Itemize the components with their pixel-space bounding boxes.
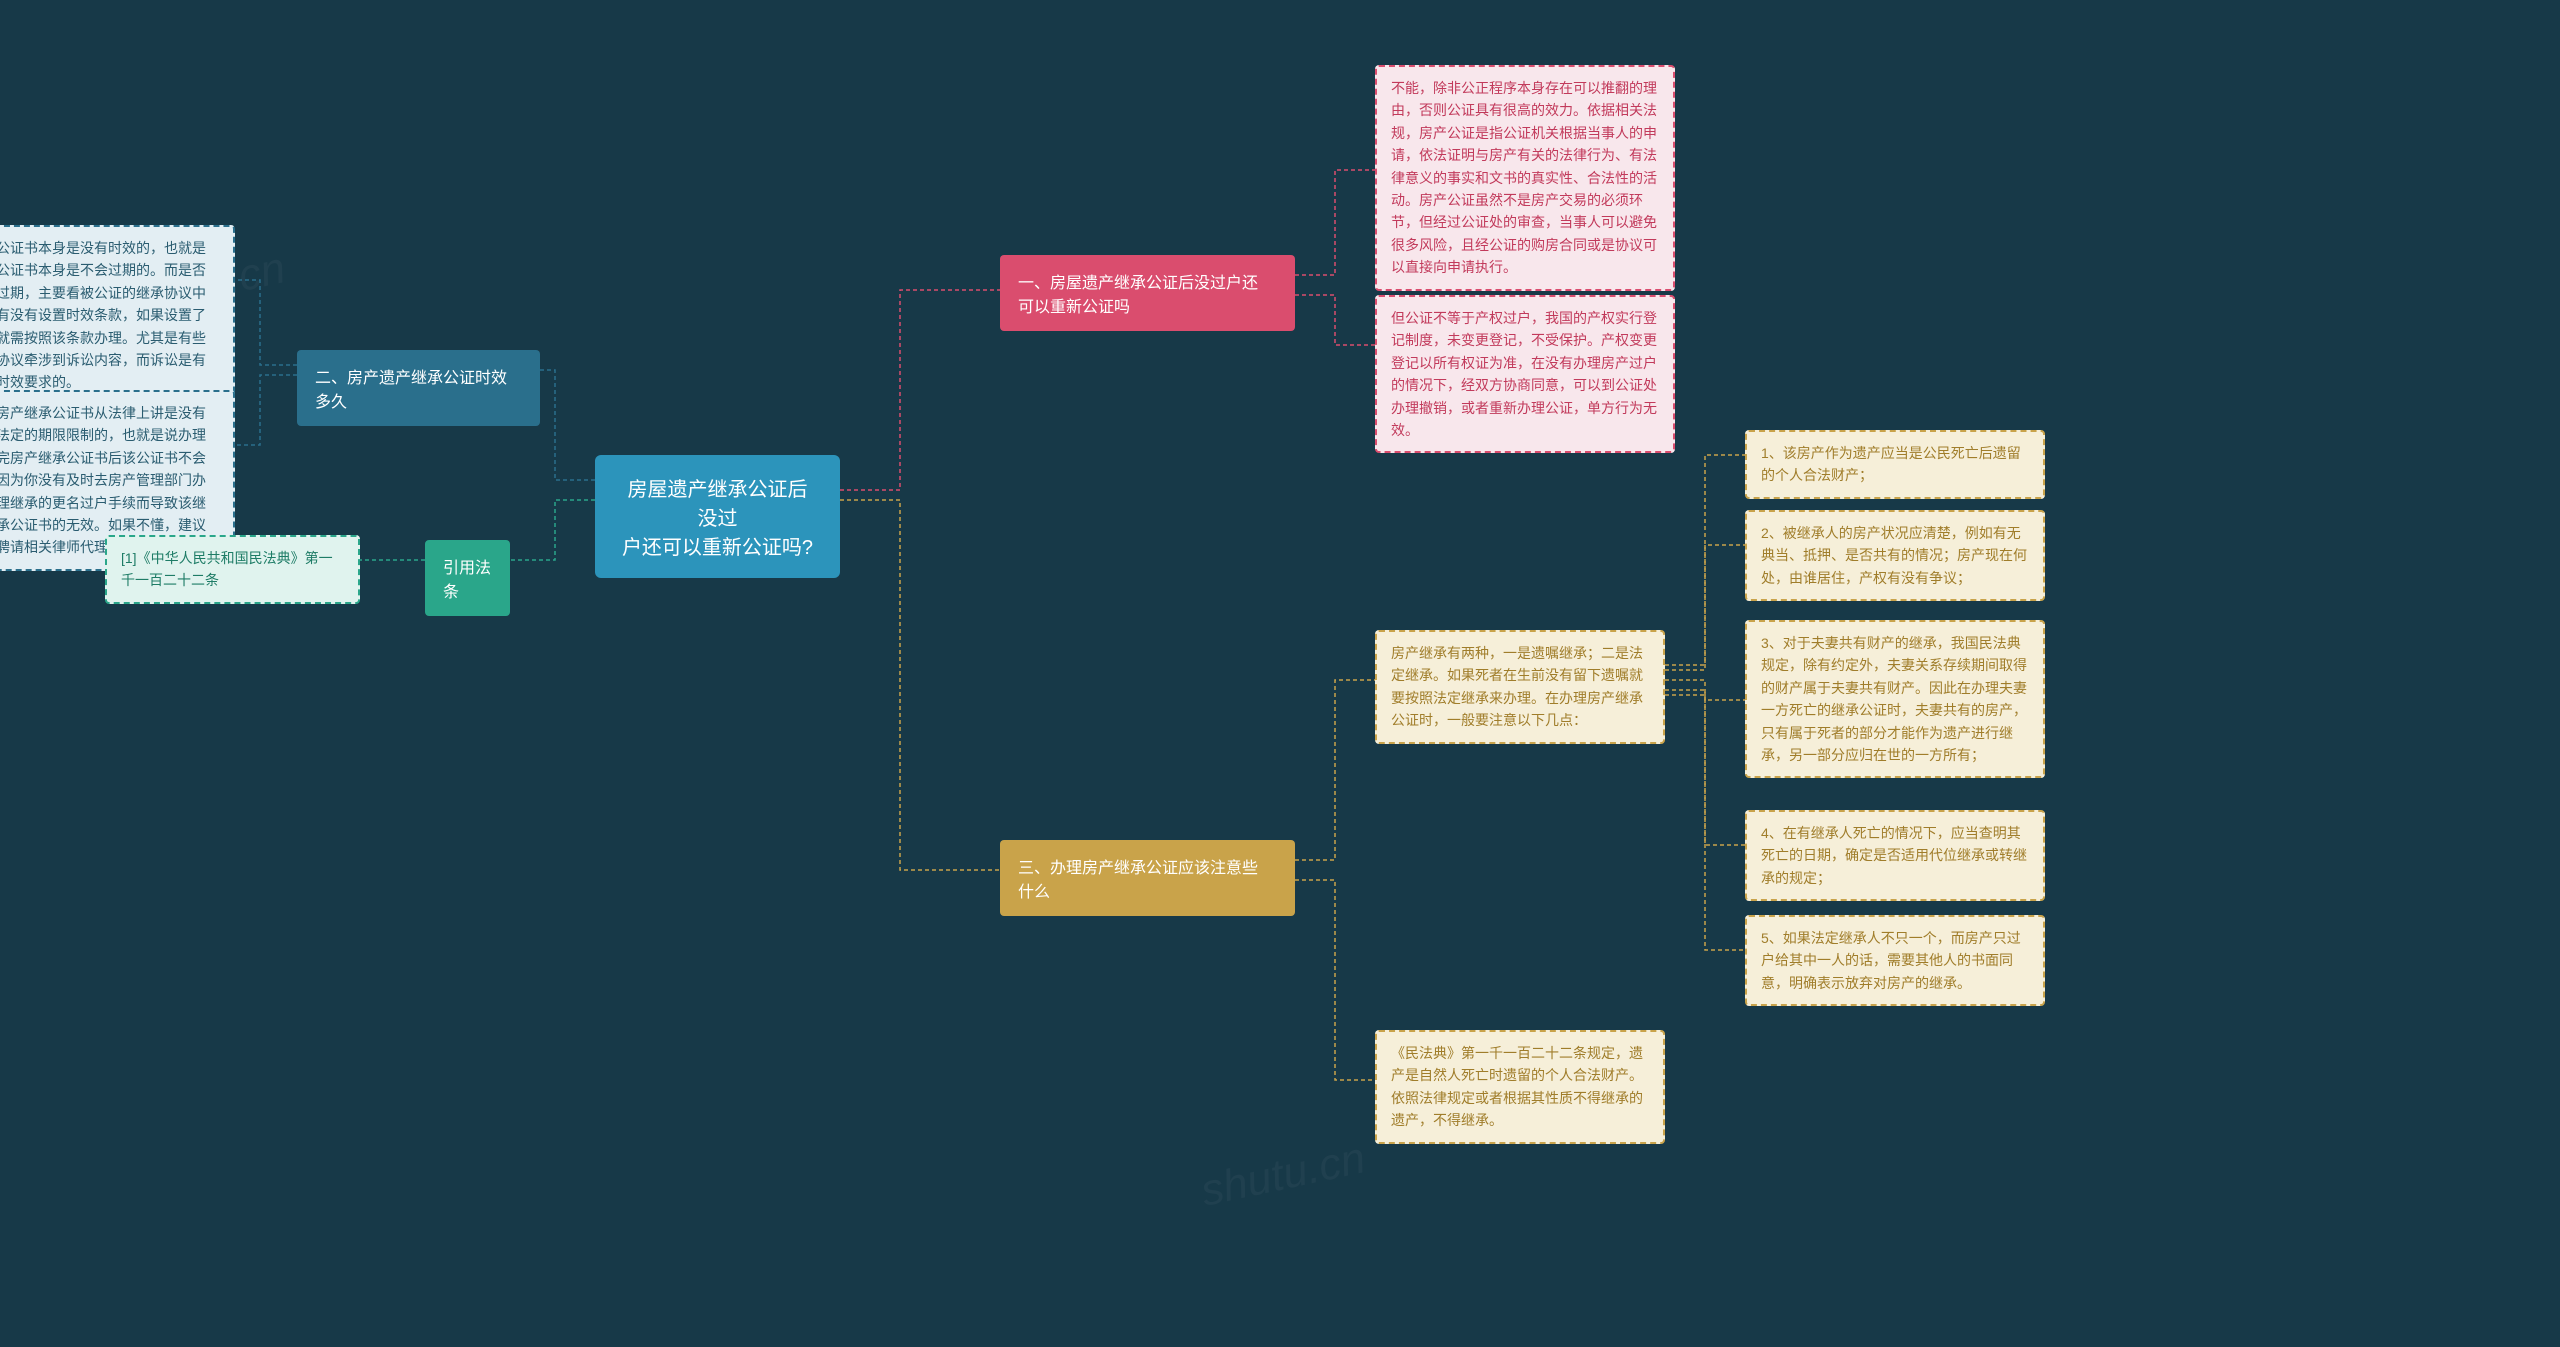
branch1-title-line2: 可以重新公证吗 [1018,293,1277,317]
center-line1: 房屋遗产继承公证后没过 [619,473,816,531]
branch3-sub2: 2、被继承人的房产状况应清楚，例如有无典当、抵押、是否共有的情况；房产现在何处，… [1745,510,2045,601]
branch2-title: 二、房产遗产继承公证时效多久 [297,350,540,426]
branch3-sub5: 5、如果法定继承人不只一个，而房产只过户给其中一人的话，需要其他人的书面同意，明… [1745,915,2045,1006]
branch1-title: 一、房屋遗产继承公证后没过户还 可以重新公证吗 [1000,255,1295,331]
branch-ref-title: 引用法条 [425,540,510,616]
branch3-sub3: 3、对于夫妻共有财产的继承，我国民法典规定，除有约定外，夫妻关系存续期间取得的财… [1745,620,2045,778]
branch3-title: 三、办理房产继承公证应该注意些 什么 [1000,840,1295,916]
branch1-leaf2: 但公证不等于产权过户，我国的产权实行登记制度，未变更登记，不受保护。产权变更登记… [1375,295,1675,453]
branch3-leaf2: 《民法典》第一千一百二十二条规定，遗产是自然人死亡时遗留的个人合法财产。依照法律… [1375,1030,1665,1144]
branch1-title-line1: 一、房屋遗产继承公证后没过户还 [1018,269,1277,293]
branch3-leaf1: 房产继承有两种，一是遗嘱继承；二是法定继承。如果死者在生前没有留下遗嘱就要按照法… [1375,630,1665,744]
branch3-sub4: 4、在有继承人死亡的情况下，应当查明其死亡的日期，确定是否适用代位继承或转继承的… [1745,810,2045,901]
center-line2: 户还可以重新公证吗? [619,531,816,560]
connectors [0,0,2560,1347]
branch3-title-line2: 什么 [1018,878,1277,902]
branch1-leaf1: 不能，除非公正程序本身存在可以推翻的理由，否则公证具有很高的效力。依据相关法规，… [1375,65,1675,291]
branch2-leaf1: 公证书本身是没有时效的，也就是公证书本身是不会过期的。而是否过期，主要看被公证的… [0,225,235,406]
branch3-sub1: 1、该房产作为遗产应当是公民死亡后遗留的个人合法财产； [1745,430,2045,499]
watermark: shutu.cn [1197,1133,1370,1216]
center-node: 房屋遗产继承公证后没过 户还可以重新公证吗? [595,455,840,578]
branch3-title-line1: 三、办理房产继承公证应该注意些 [1018,854,1277,878]
branch-ref-leaf1: [1]《中华人民共和国民法典》第一千一百二十二条 [105,535,360,604]
